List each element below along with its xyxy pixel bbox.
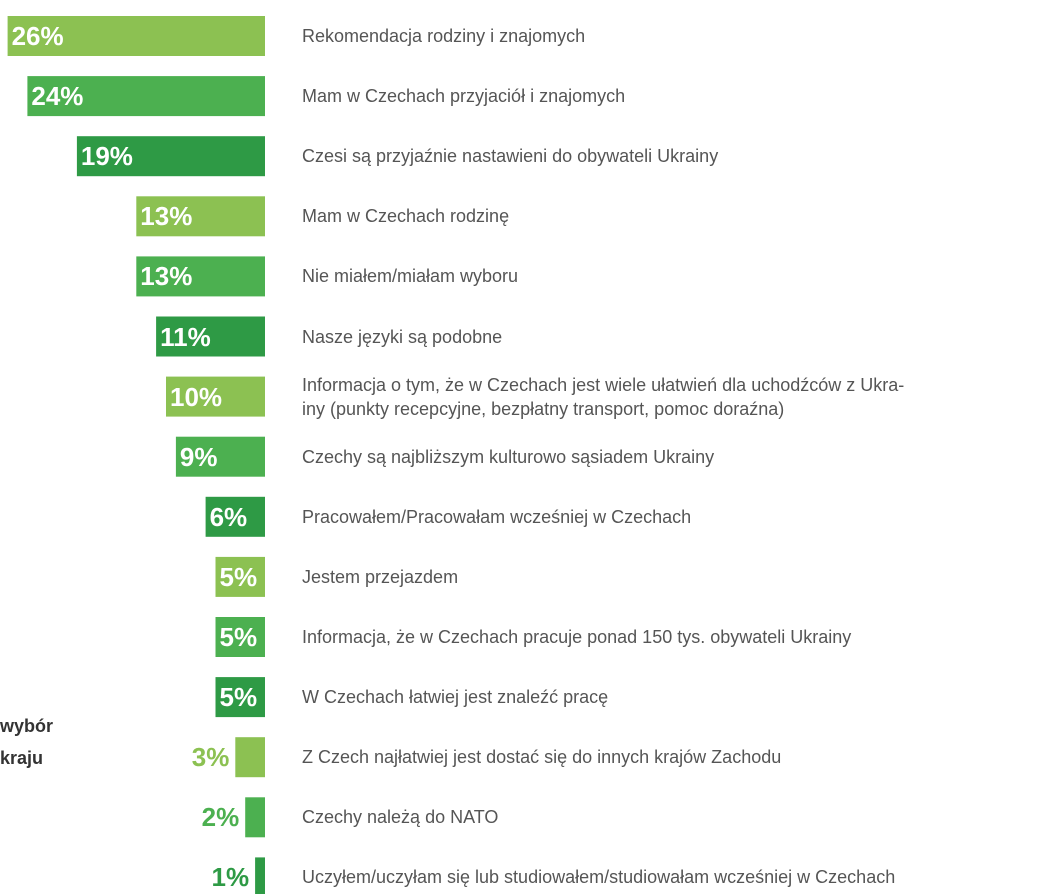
bar xyxy=(215,617,265,657)
value-label: 13% xyxy=(140,201,193,232)
bar xyxy=(255,857,265,894)
category-label: Informacja, że w Czechach pracuje ponad … xyxy=(302,627,852,647)
value-label: 5% xyxy=(219,561,258,592)
bar xyxy=(76,136,266,177)
value-label: 13% xyxy=(140,261,193,292)
category-label: Jestem przejazdem xyxy=(302,566,459,587)
value-label: 19% xyxy=(80,141,133,172)
category-label: Z Czech najłatwiej jest dostać się do in… xyxy=(302,747,782,768)
bar xyxy=(166,376,265,417)
bar xyxy=(136,196,265,237)
value-label: 1% xyxy=(211,862,250,893)
bar xyxy=(205,496,265,537)
side-label: wybór xyxy=(0,716,54,736)
category-label: Informacja o tym, że w Czechach jest wie… xyxy=(302,374,905,419)
category-label: Pracowałem/Pracowałam wcześniej w Czecha… xyxy=(302,506,692,527)
bar xyxy=(235,737,265,778)
category-label: W Czechach łatwiej jest znaleźć pracę xyxy=(302,687,609,708)
value-label: 24% xyxy=(31,81,84,112)
value-label: 6% xyxy=(209,501,248,532)
category-label: Uczyłem/uczyłam się lub studiowałem/stud… xyxy=(302,867,896,888)
value-label: 10% xyxy=(170,381,223,412)
value-label: 5% xyxy=(219,622,258,652)
value-label: 26% xyxy=(11,21,64,51)
category-label: Czesi są przyjaźnie nastawieni do obywat… xyxy=(302,146,719,167)
value-label: 5% xyxy=(219,682,258,713)
side-label: kraju xyxy=(0,748,44,768)
category-label: Czechy są najbliższym kulturowo sąsiadem… xyxy=(302,446,715,467)
value-label: 9% xyxy=(179,441,218,472)
category-label: Czechy należą do NATO xyxy=(302,807,499,828)
bar xyxy=(7,16,265,56)
bar xyxy=(175,436,265,477)
category-label: Mam w Czechach przyjaciół i znajomych xyxy=(302,86,626,107)
bar xyxy=(27,76,266,117)
bar xyxy=(136,256,265,297)
category-label: Nie miałem/miałam wyboru xyxy=(302,266,519,287)
category-label: Mam w Czechach rodzinę xyxy=(302,206,510,227)
bar xyxy=(215,556,265,597)
bar xyxy=(245,797,265,838)
bar xyxy=(215,677,265,718)
value-label: 3% xyxy=(191,742,230,773)
value-label: 2% xyxy=(201,802,240,833)
category-label: Rekomendacja rodziny i znajomych xyxy=(302,26,586,46)
bar xyxy=(156,316,265,357)
category-label: Nasze języki są podobne xyxy=(302,326,503,347)
value-label: 11% xyxy=(160,321,211,352)
